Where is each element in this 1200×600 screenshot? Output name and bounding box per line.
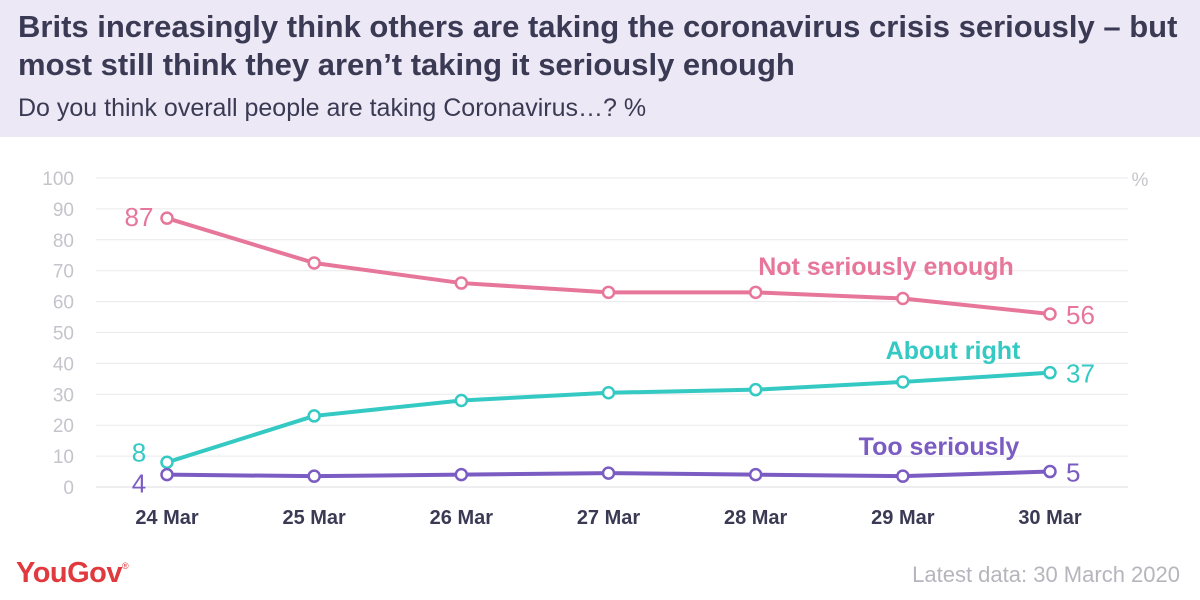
yougov-logo: YouGov® [16, 557, 129, 590]
not-seriously-enough-point [748, 285, 763, 300]
line-chart: 0 10 20 30 40 50 60 70 80 90 100 % 24 Mar 25 Mar 26 Ma… [42, 169, 1148, 529]
too-seriously-end-value-label: 5 [1066, 458, 1080, 488]
y-tick-label: 30 [53, 385, 74, 406]
about-right-point [454, 393, 469, 408]
series-too-seriously: 4 5 Too seriously [132, 433, 1081, 499]
x-tick-label: 28 Mar [724, 507, 788, 529]
too-seriously-series-label: Too seriously [859, 433, 1020, 461]
not-seriously-enough-end-value-label: 56 [1066, 300, 1095, 330]
about-right-point [601, 386, 616, 400]
y-tick-label: 0 [63, 478, 74, 499]
x-tick-label: 29 Mar [871, 507, 935, 529]
header-banner: Brits increasingly think others are taki… [0, 0, 1200, 137]
not-seriously-enough-point [160, 211, 174, 225]
not-seriously-enough-point [454, 276, 469, 290]
y-tick-label: 100 [42, 169, 74, 190]
y-tick-label: 10 [53, 447, 74, 468]
y-tick-label: 70 [53, 262, 74, 283]
y-tick-label: 60 [53, 293, 74, 314]
x-tick-label: 25 Mar [282, 507, 346, 529]
logo-text: YouGov [16, 557, 123, 589]
x-tick-label: 24 Mar [135, 507, 199, 529]
axes: 0 10 20 30 40 50 60 70 80 90 100 % 24 Mar 25 Mar 26 Ma… [42, 169, 1148, 529]
not-seriously-enough-point [601, 285, 616, 300]
y-tick-label: 40 [53, 354, 74, 375]
latest-data-note: Latest data: 30 March 2020 [912, 562, 1180, 587]
y-tick-label: 90 [53, 200, 74, 221]
y-tick-label: 50 [53, 324, 74, 345]
too-seriously-point [1043, 464, 1057, 479]
not-seriously-enough-series-label: Not seriously enough [758, 253, 1014, 281]
not-seriously-enough-point [896, 291, 910, 306]
x-tick-label: 26 Mar [430, 507, 494, 529]
series: 87 56 Not seriously enough 8 37 About right 4 5… [125, 202, 1095, 498]
about-right-point [160, 455, 174, 470]
series-about-right: 8 37 About right [132, 337, 1095, 470]
about-right-start-value-label: 8 [132, 437, 146, 467]
x-tick-label: 27 Mar [577, 507, 641, 529]
about-right-point [748, 382, 763, 397]
gridlines [96, 177, 1128, 488]
about-right-series-label: About right [886, 337, 1021, 365]
too-seriously-point [307, 469, 321, 483]
y-unit-label: % [1132, 170, 1149, 191]
too-seriously-point [454, 467, 469, 482]
series-not-seriously-enough: 87 56 Not seriously enough [125, 202, 1095, 330]
chart-title: Brits increasingly think others are taki… [18, 9, 1178, 82]
too-seriously-point [601, 466, 616, 480]
not-seriously-enough-point [1043, 307, 1057, 321]
y-tick-label: 80 [53, 231, 74, 252]
too-seriously-start-value-label: 4 [132, 469, 146, 499]
about-right-point [896, 375, 910, 389]
about-right-point [307, 409, 321, 423]
logo-registered-mark: ® [122, 561, 129, 571]
y-tick-label: 20 [53, 416, 74, 437]
about-right-end-value-label: 37 [1066, 359, 1095, 389]
x-tick-label: 30 Mar [1018, 507, 1082, 529]
chart-subtitle: Do you think overall people are taking C… [18, 94, 647, 122]
not-seriously-enough-point [307, 256, 321, 270]
too-seriously-point [748, 467, 763, 482]
not-seriously-enough-start-value-label: 87 [125, 202, 154, 232]
too-seriously-point [896, 469, 910, 483]
about-right-point [1043, 365, 1057, 380]
too-seriously-point [160, 467, 174, 482]
